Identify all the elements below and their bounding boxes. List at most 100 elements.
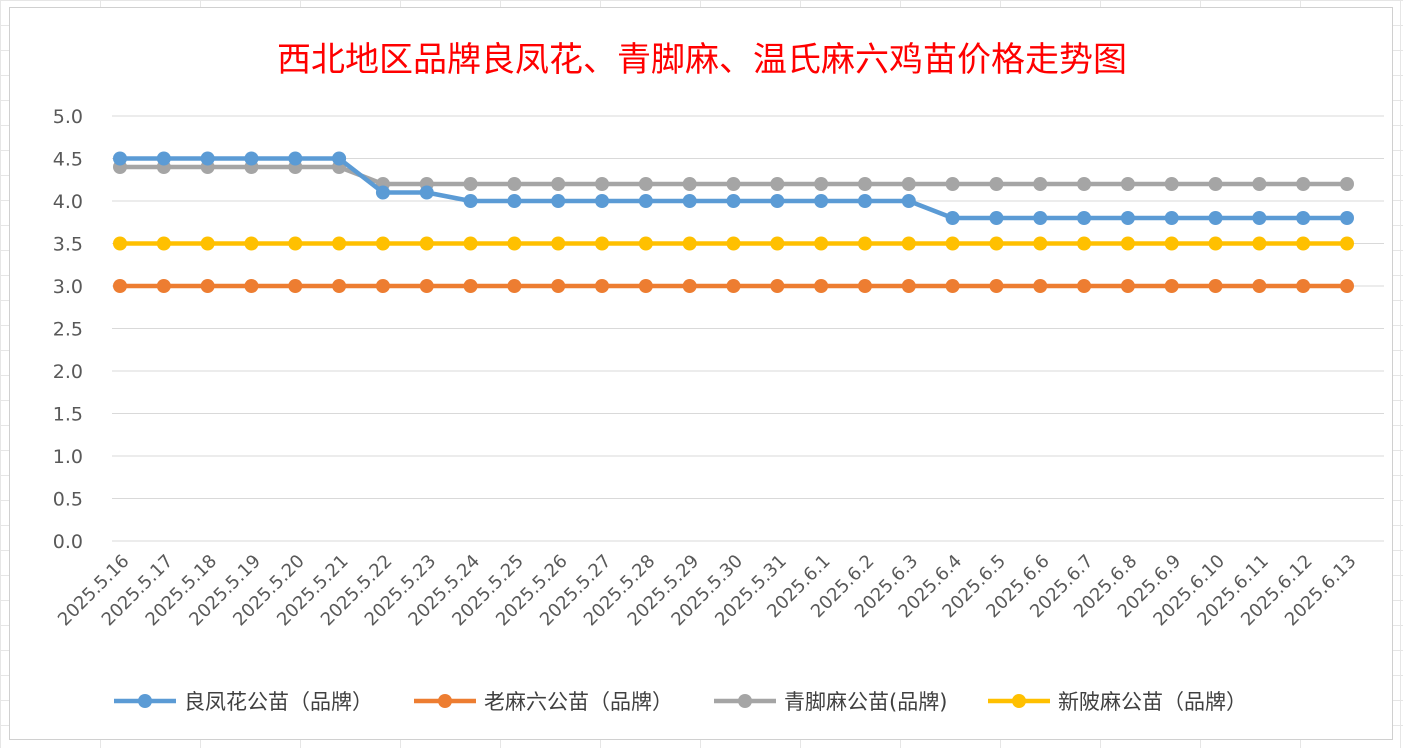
- data-point[interactable]: [638, 279, 653, 293]
- data-point[interactable]: [901, 279, 916, 293]
- data-point[interactable]: [1077, 279, 1092, 293]
- data-point[interactable]: [814, 236, 829, 251]
- data-point[interactable]: [507, 177, 522, 191]
- data-point[interactable]: [1340, 236, 1354, 251]
- data-point[interactable]: [857, 194, 872, 208]
- data-point[interactable]: [1120, 177, 1135, 191]
- data-point[interactable]: [463, 236, 478, 251]
- data-point[interactable]: [682, 236, 697, 251]
- data-point[interactable]: [1208, 177, 1223, 191]
- data-point[interactable]: [1120, 279, 1135, 293]
- data-point[interactable]: [726, 279, 741, 293]
- data-point[interactable]: [945, 211, 960, 225]
- data-point[interactable]: [1208, 236, 1223, 251]
- data-point[interactable]: [1252, 211, 1267, 225]
- data-point[interactable]: [244, 151, 259, 166]
- data-point[interactable]: [682, 279, 697, 293]
- data-point[interactable]: [770, 279, 785, 293]
- data-point[interactable]: [945, 177, 960, 191]
- data-point[interactable]: [1077, 236, 1092, 251]
- data-point[interactable]: [200, 151, 215, 166]
- data-point[interactable]: [288, 236, 303, 251]
- data-point[interactable]: [551, 194, 566, 208]
- data-point[interactable]: [1033, 236, 1048, 251]
- data-point[interactable]: [814, 194, 829, 208]
- data-point[interactable]: [551, 177, 566, 191]
- data-point[interactable]: [989, 177, 1004, 191]
- data-point[interactable]: [113, 279, 127, 293]
- data-point[interactable]: [770, 194, 785, 208]
- data-point[interactable]: [1208, 279, 1223, 293]
- data-point[interactable]: [989, 279, 1004, 293]
- data-point[interactable]: [638, 177, 653, 191]
- data-point[interactable]: [551, 279, 566, 293]
- data-point[interactable]: [595, 236, 610, 251]
- data-point[interactable]: [901, 194, 916, 208]
- data-point[interactable]: [857, 236, 872, 251]
- legend-item-2[interactable]: 青脚麻公苗(品牌): [714, 690, 947, 714]
- legend-item-3[interactable]: 新陂麻公苗（品牌）: [988, 690, 1247, 714]
- data-point[interactable]: [814, 279, 829, 293]
- data-point[interactable]: [332, 151, 347, 166]
- data-point[interactable]: [901, 177, 916, 191]
- chart-frame[interactable]: 西北地区品牌良凤花、青脚麻、温氏麻六鸡苗价格走势图 0.0 0.5 1.0 1.5 2.…: [9, 7, 1393, 740]
- data-point[interactable]: [375, 185, 390, 200]
- data-point[interactable]: [901, 236, 916, 251]
- data-point[interactable]: [507, 236, 522, 251]
- data-point[interactable]: [375, 279, 390, 293]
- data-point[interactable]: [1296, 279, 1311, 293]
- data-point[interactable]: [638, 194, 653, 208]
- data-point[interactable]: [244, 236, 259, 251]
- data-point[interactable]: [1252, 279, 1267, 293]
- data-point[interactable]: [463, 177, 478, 191]
- data-point[interactable]: [595, 177, 610, 191]
- data-point[interactable]: [463, 194, 478, 208]
- data-point[interactable]: [1033, 211, 1048, 225]
- data-point[interactable]: [945, 279, 960, 293]
- data-point[interactable]: [1296, 236, 1311, 251]
- data-point[interactable]: [156, 279, 171, 293]
- data-point[interactable]: [726, 194, 741, 208]
- data-point[interactable]: [113, 236, 127, 251]
- data-point[interactable]: [332, 236, 347, 251]
- data-point[interactable]: [1164, 236, 1179, 251]
- data-point[interactable]: [551, 236, 566, 251]
- data-point[interactable]: [419, 279, 434, 293]
- data-point[interactable]: [113, 151, 127, 166]
- data-point[interactable]: [814, 177, 829, 191]
- data-point[interactable]: [1340, 211, 1354, 225]
- data-point[interactable]: [1208, 211, 1223, 225]
- data-point[interactable]: [1252, 236, 1267, 251]
- data-point[interactable]: [595, 194, 610, 208]
- data-point[interactable]: [1340, 177, 1354, 191]
- data-point[interactable]: [857, 279, 872, 293]
- data-point[interactable]: [682, 177, 697, 191]
- data-point[interactable]: [463, 279, 478, 293]
- data-point[interactable]: [1077, 211, 1092, 225]
- data-point[interactable]: [419, 236, 434, 251]
- data-point[interactable]: [1164, 177, 1179, 191]
- data-point[interactable]: [288, 279, 303, 293]
- data-point[interactable]: [595, 279, 610, 293]
- data-point[interactable]: [1164, 279, 1179, 293]
- data-point[interactable]: [770, 177, 785, 191]
- data-point[interactable]: [419, 185, 434, 200]
- data-point[interactable]: [1252, 177, 1267, 191]
- data-point[interactable]: [507, 194, 522, 208]
- data-point[interactable]: [726, 236, 741, 251]
- data-point[interactable]: [1296, 211, 1311, 225]
- data-point[interactable]: [507, 279, 522, 293]
- data-point[interactable]: [1120, 236, 1135, 251]
- data-point[interactable]: [857, 177, 872, 191]
- data-point[interactable]: [156, 236, 171, 251]
- data-point[interactable]: [1077, 177, 1092, 191]
- data-point[interactable]: [989, 236, 1004, 251]
- data-point[interactable]: [1340, 279, 1354, 293]
- data-point[interactable]: [726, 177, 741, 191]
- data-point[interactable]: [989, 211, 1004, 225]
- data-point[interactable]: [682, 194, 697, 208]
- data-point[interactable]: [1120, 211, 1135, 225]
- data-point[interactable]: [1033, 279, 1048, 293]
- data-point[interactable]: [288, 151, 303, 166]
- legend-item-1[interactable]: 老麻六公苗（品牌）: [414, 690, 673, 714]
